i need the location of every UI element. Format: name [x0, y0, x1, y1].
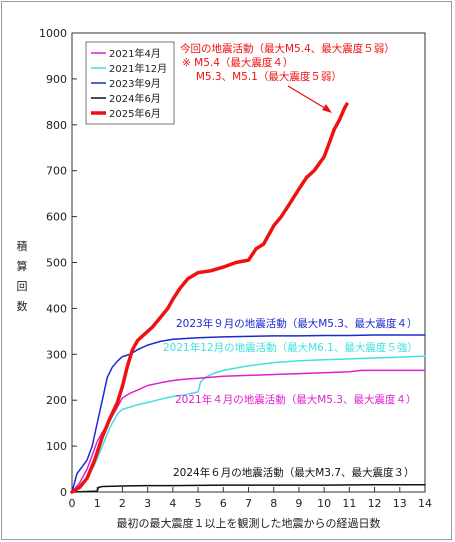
y-tick-label: 800	[46, 119, 67, 132]
annotation-arrow-head	[322, 104, 332, 113]
legend-entry: 2021年12月	[109, 62, 167, 75]
legend: 2021年4月 2021年12月 2023年9月 2024年6月 2025年6月	[85, 41, 175, 125]
x-tick-label: 4	[169, 497, 176, 510]
series-line-2023年9月	[71, 334, 426, 493]
legend-entry: 2025年6月	[109, 107, 161, 120]
annotation-series-label: 2024年６月の地震活動（最大M3.7、最大震度３）	[173, 466, 414, 479]
annotation-series-label: 2021年４月の地震活動（最大M5.3、最大震度４）	[175, 393, 416, 406]
x-tick-label: 8	[270, 497, 277, 510]
legend-entry: 2024年6月	[109, 92, 161, 105]
x-tick-label: 7	[245, 497, 252, 510]
x-tick-label: 0	[69, 497, 76, 510]
annotation-series-label: 2023年９月の地震活動（最大M5.3、最大震度４）	[176, 317, 417, 330]
x-tick-label: 10	[317, 497, 331, 510]
series-line-2024年6月	[71, 483, 426, 493]
y-tick-label: 0	[60, 486, 67, 499]
series-line-2025年6月	[70, 102, 349, 494]
y-tick-label: 500	[46, 257, 67, 270]
x-tick-label: 1	[94, 497, 101, 510]
x-tick-label: 13	[393, 497, 407, 510]
legend-entry: 2023年9月	[109, 77, 161, 90]
x-tick-label: 9	[295, 497, 302, 510]
y-tick-label: 400	[46, 302, 67, 315]
y-axis-label-char: 算	[17, 259, 28, 273]
y-axis-label-char: 数	[17, 300, 28, 313]
x-tick-label: 2	[119, 497, 126, 510]
x-tick-label: 12	[368, 497, 382, 510]
legend-entry: 2021年4月	[109, 47, 161, 60]
x-tick-label: 11	[342, 497, 356, 510]
annotation-arrow	[287, 85, 329, 111]
annotation-current-activity: 今回の地震活動（最大M5.4、最大震度５弱）	[180, 42, 395, 55]
annotations: 今回の地震活動（最大M5.4、最大震度５弱）※ M5.4（最大震度４） M5.3…	[163, 42, 418, 479]
y-tick-label: 900	[46, 73, 67, 86]
y-tick-label: 600	[46, 211, 67, 224]
annotation-current-activity: ※ M5.4（最大震度４）	[182, 56, 293, 69]
y-tick-label: 700	[46, 165, 67, 178]
x-tick-label: 3	[144, 497, 151, 510]
x-tick-label: 5	[195, 497, 202, 510]
y-tick-label: 1000	[39, 27, 67, 40]
y-axis-label-char: 積	[17, 239, 28, 253]
series-lines	[70, 102, 426, 494]
series-line-2021年4月	[71, 369, 426, 493]
x-tick-label: 14	[418, 497, 432, 510]
y-tick-label: 200	[46, 394, 67, 407]
y-axis-label-char: 回	[17, 280, 28, 293]
x-axis-label: 最初の最大震度１以上を観測した地震からの経過日数	[117, 516, 381, 530]
annotation-series-label: 2021年12月の地震活動（最大M6.1、最大震度５強）	[163, 341, 418, 354]
y-tick-label: 300	[46, 348, 67, 361]
x-tick-label: 6	[220, 497, 227, 510]
series-line-2021年12月	[71, 355, 426, 493]
annotation-current-activity: M5.3、M5.1（最大震度５弱）	[182, 70, 342, 83]
y-tick-label: 100	[46, 440, 67, 453]
